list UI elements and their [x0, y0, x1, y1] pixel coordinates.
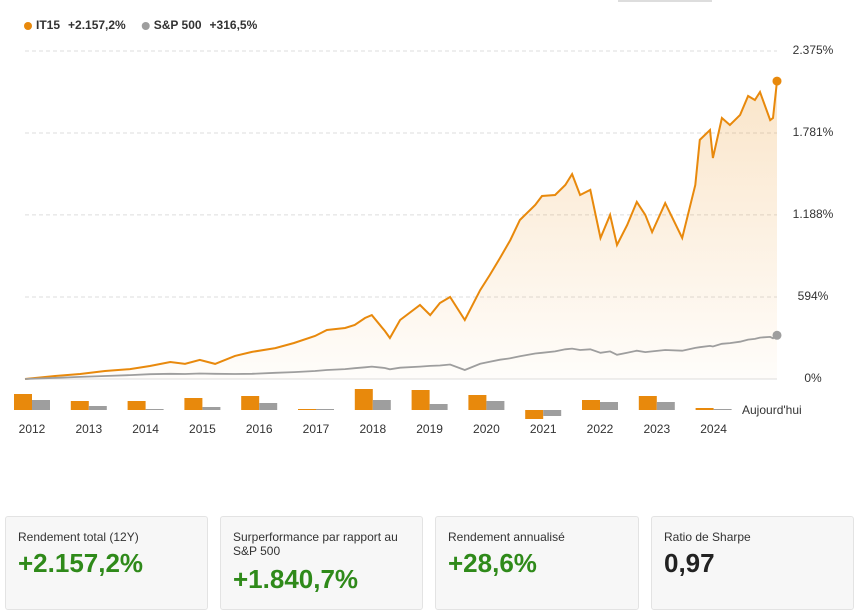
x-tick-label: 2017 — [303, 422, 330, 436]
bar — [354, 389, 373, 410]
bar — [70, 401, 89, 410]
x-tick-label: 2020 — [473, 422, 500, 436]
line — [24, 80, 778, 380]
bar — [411, 390, 430, 410]
kpi-card: Rendement annualisé +28,6% — [435, 516, 639, 610]
bar — [88, 406, 107, 410]
legend-name: S&P 500 — [154, 18, 202, 32]
end-point — [772, 76, 782, 86]
kpi-label: Ratio de Sharpe — [664, 530, 751, 544]
legend-value: +316,5% — [210, 18, 258, 32]
bar — [32, 400, 50, 410]
bar — [713, 409, 732, 410]
line — [24, 334, 778, 380]
bar — [241, 396, 260, 410]
bar — [316, 409, 334, 410]
x-tick-label: 2012 — [19, 422, 46, 436]
legend-marker — [141, 22, 150, 30]
x-tick-label: 2016 — [246, 422, 273, 436]
bar — [600, 402, 618, 410]
bar — [638, 396, 657, 410]
bar — [127, 401, 146, 410]
bar — [145, 409, 164, 410]
x-tick-label: 2019 — [416, 422, 443, 436]
bar — [486, 401, 505, 410]
area — [25, 81, 777, 379]
bar — [202, 407, 221, 410]
legend-name: IT15 — [36, 18, 60, 32]
kpi-card: Ratio de Sharpe 0,97 — [651, 516, 854, 610]
x-tick-label: 2015 — [189, 422, 216, 436]
kpi-card: Rendement total (12Y) +2.157,2% — [5, 516, 208, 610]
x-tick-label: 2018 — [359, 422, 386, 436]
kpi-label: Surperformance par rapport au S&P 500 — [233, 530, 398, 558]
y-tick-label: 2.375% — [793, 43, 834, 57]
kpi-label: Rendement total (12Y) — [18, 530, 139, 544]
bar — [468, 395, 487, 410]
tab-edge — [618, 0, 712, 2]
bar — [372, 400, 391, 410]
y-tick-label: 1.781% — [793, 125, 834, 139]
legend-value: +2.157,2% — [68, 18, 126, 32]
kpi-card: Surperformance par rapport au S&P 500 +1… — [220, 516, 423, 610]
legend-marker — [24, 22, 32, 30]
annotation: Aujourd'hui — [742, 403, 802, 417]
bar — [695, 408, 714, 410]
bar — [259, 403, 278, 410]
chart: 0% 594% 1.188% 1.781% 2.375% IT15 +2.157,2% S&P… — [14, 0, 834, 436]
x-tick-label: 2024 — [700, 422, 727, 436]
y-tick-label: 594% — [798, 289, 829, 303]
bar — [582, 400, 600, 410]
bar — [525, 410, 544, 419]
bar — [429, 404, 448, 410]
kpi-value: +1.840,7% — [233, 564, 359, 594]
kpi-value: +2.157,2% — [18, 548, 144, 578]
x-tick-label: 2021 — [530, 422, 557, 436]
bar — [543, 410, 562, 416]
y-tick-label: 0% — [804, 371, 822, 385]
bar — [184, 398, 203, 410]
bar — [298, 409, 316, 410]
x-tick-label: 2013 — [75, 422, 102, 436]
bar — [14, 394, 32, 410]
x-tick-label: 2022 — [587, 422, 614, 436]
kpi-value: +28,6% — [448, 548, 537, 578]
bar — [656, 402, 675, 410]
y-tick-label: 1.188% — [793, 207, 834, 221]
x-tick-label: 2023 — [643, 422, 670, 436]
end-point — [772, 330, 782, 340]
kpi-value: 0,97 — [664, 548, 715, 578]
x-tick-label: 2014 — [132, 422, 159, 436]
kpi-label: Rendement annualisé — [448, 530, 565, 544]
